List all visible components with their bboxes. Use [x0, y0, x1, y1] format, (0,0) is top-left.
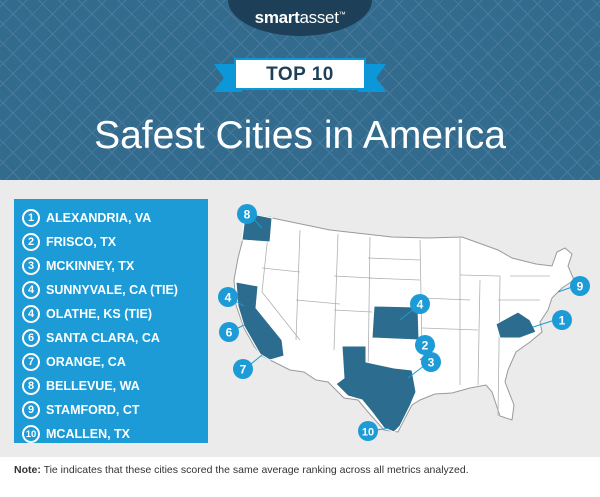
rank-badge: 6 [22, 329, 40, 347]
footnote-label: Note: [14, 464, 41, 476]
list-item: 6 SANTA CLARA, CA [22, 328, 160, 348]
list-item: 7 ORANGE, CA [22, 352, 126, 372]
footnote: Note: Tie indicates that these cities sc… [14, 464, 590, 476]
svg-text:10: 10 [362, 427, 374, 439]
marker-6: 6 [219, 322, 239, 342]
marker-3: 3 [421, 352, 441, 372]
list-item: 4 OLATHE, KS (TIE) [22, 304, 152, 324]
svg-text:9: 9 [577, 280, 584, 294]
list-item: 8 BELLEVUE, WA [22, 376, 140, 396]
city-name: MCKINNEY, TX [46, 259, 135, 273]
list-item: 3 MCKINNEY, TX [22, 256, 134, 276]
marker-8: 8 [237, 204, 257, 224]
state-kansas [371, 305, 420, 341]
map-markers: 1 2 3 4 4 6 7 8 9 10 [218, 204, 590, 441]
city-name: FRISCO, TX [46, 235, 117, 249]
marker-1: 1 [552, 310, 572, 330]
rank-badge: 3 [22, 257, 40, 275]
rank-badge: 1 [22, 209, 40, 227]
svg-text:4: 4 [417, 298, 424, 312]
svg-text:4: 4 [225, 291, 232, 305]
svg-text:3: 3 [428, 356, 435, 370]
svg-text:8: 8 [244, 208, 251, 222]
footnote-text: Tie indicates that these cities scored t… [40, 464, 469, 476]
ranking-list: 1 ALEXANDRIA, VA 2 FRISCO, TX 3 MCKINNEY, T… [14, 199, 208, 443]
svg-text:1: 1 [559, 314, 566, 328]
state-virginia [495, 311, 537, 339]
svg-text:7: 7 [240, 363, 247, 377]
city-name: SUNNYVALE, CA (TIE) [46, 283, 178, 297]
rank-badge: 4 [22, 305, 40, 323]
state-california [235, 281, 285, 361]
city-name: ORANGE, CA [46, 355, 126, 369]
list-item: 4 SUNNYVALE, CA (TIE) [22, 280, 178, 300]
marker-10: 10 [358, 421, 378, 441]
list-item: 1 ALEXANDRIA, VA [22, 208, 151, 228]
city-name: STAMFORD, CT [46, 403, 140, 417]
marker-7: 7 [233, 359, 253, 379]
state-texas [335, 345, 417, 433]
list-item: 10 MCALLEN, TX [22, 424, 130, 444]
us-map: 1 2 3 4 4 6 7 8 9 10 [218, 204, 590, 441]
rank-badge: 4 [22, 281, 40, 299]
marker-2: 2 [415, 335, 435, 355]
rank-badge: 10 [22, 425, 40, 443]
city-name: ALEXANDRIA, VA [46, 211, 152, 225]
marker-4-ks: 4 [410, 294, 430, 314]
list-item: 2 FRISCO, TX [22, 232, 116, 252]
svg-text:6: 6 [226, 326, 233, 340]
top-ten-ribbon: TOP 10 [214, 58, 386, 96]
rank-badge: 9 [22, 401, 40, 419]
svg-text:2: 2 [422, 339, 429, 353]
city-name: SANTA CLARA, CA [46, 331, 160, 345]
rank-badge: 7 [22, 353, 40, 371]
top-ten-badge: TOP 10 [234, 58, 366, 90]
page-title: Safest Cities in America [94, 114, 506, 157]
city-name: BELLEVUE, WA [46, 379, 140, 393]
marker-4-ca: 4 [218, 287, 238, 307]
rank-badge: 8 [22, 377, 40, 395]
marker-9: 9 [570, 276, 590, 296]
list-item: 9 STAMFORD, CT [22, 400, 140, 420]
smartasset-logo: smartasset™ [254, 8, 346, 27]
city-name: MCALLEN, TX [46, 427, 131, 441]
rank-badge: 2 [22, 233, 40, 251]
city-name: OLATHE, KS (TIE) [46, 307, 153, 321]
